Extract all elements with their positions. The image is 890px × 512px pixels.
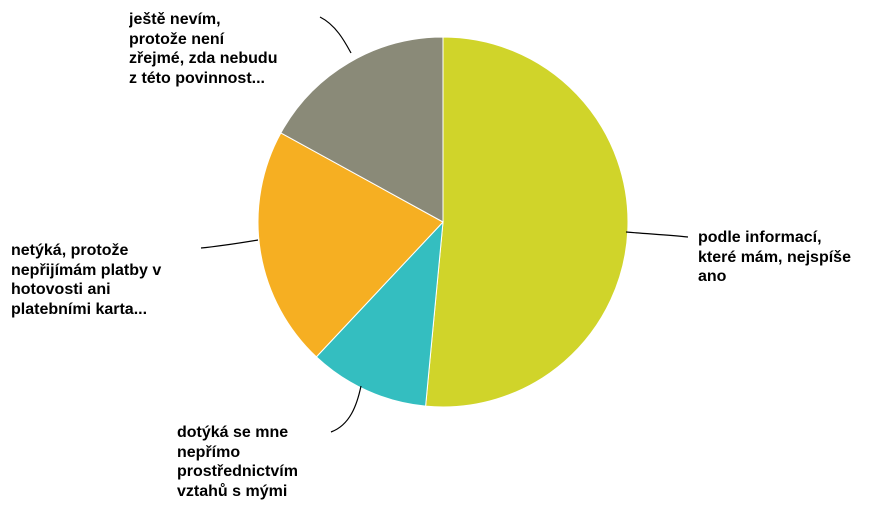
pie-slice-unknown <box>280 36 444 223</box>
pie-slices <box>257 36 629 408</box>
leader-line-unknown <box>319 16 352 54</box>
leader-lines <box>200 16 689 433</box>
leader-line-ano <box>625 231 689 238</box>
pie-slice-ano <box>425 36 629 408</box>
pie-slice-not-applicable <box>257 132 444 358</box>
pie-slice-indirect <box>315 220 444 407</box>
leader-line-indirect <box>330 385 362 433</box>
slice-label-indirect: dotýká se mne nepřímo prostřednictvím vz… <box>177 424 298 500</box>
leader-line-not-applicable <box>200 239 259 249</box>
slice-label-ano: podle informací, které mám, nejspíše ano <box>698 229 851 285</box>
slice-label-unknown: ještě nevím, protože není zřejmé, zda ne… <box>129 11 278 87</box>
slice-label-not-applicable: netýká, protože nepřijímám platby v hoto… <box>11 242 162 318</box>
